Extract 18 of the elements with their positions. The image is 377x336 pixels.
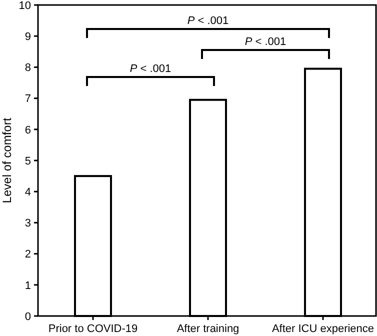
annotation: P < .001 (244, 36, 286, 48)
y-axis-title: Level of comfort (0, 117, 14, 204)
y-tick-label: 1 (24, 280, 31, 292)
y-tick-label: 0 (24, 310, 31, 323)
annotation: P < .001 (130, 63, 172, 75)
x-tick-label: After ICU experience (272, 323, 374, 335)
y-tick-label: 2 (24, 248, 31, 261)
y-tick-label: 6 (24, 124, 31, 136)
y-tick-label: 3 (24, 218, 31, 230)
x-tick-label: Prior to COVID-19 (48, 323, 138, 335)
y-tick-label: 4 (24, 186, 31, 198)
y-tick-label: 9 (24, 30, 31, 43)
annotation: P < .001 (187, 15, 229, 27)
y-tick-label: 7 (24, 93, 31, 106)
x-tick-label: After training (176, 323, 240, 335)
y-tick-label: 8 (24, 62, 31, 74)
y-tick-label: 10 (18, 0, 31, 12)
y-tick-label: 5 (24, 155, 31, 168)
